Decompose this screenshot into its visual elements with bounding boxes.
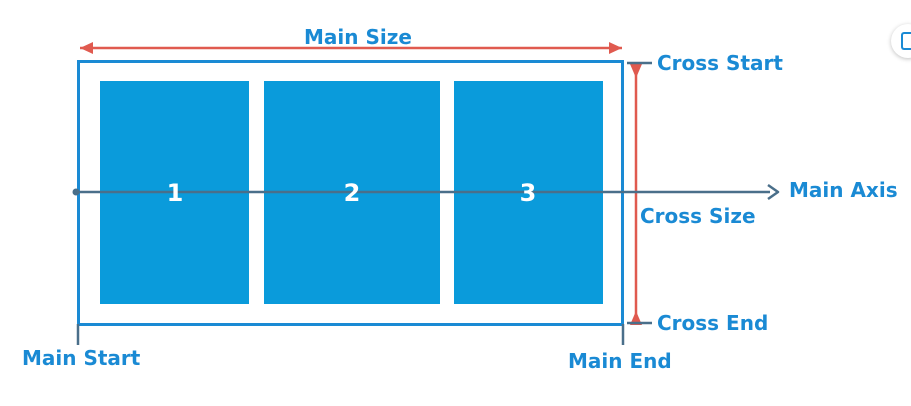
main-start-label: Main Start	[22, 346, 141, 370]
cross-start-label: Cross Start	[657, 51, 783, 75]
cross-size-arrow-top	[630, 64, 642, 78]
main-axis-start-dot	[72, 188, 80, 196]
main-size-arrow-left	[80, 42, 93, 54]
main-axis-label: Main Axis	[789, 178, 898, 202]
main-end-label: Main End	[568, 349, 672, 373]
main-size-label: Main Size	[304, 25, 412, 49]
main-axis-arrowhead	[767, 183, 780, 201]
flex-item-1-label: 1	[166, 179, 184, 207]
expand-button[interactable]	[891, 24, 911, 58]
cross-size-arrow-bottom	[630, 311, 642, 325]
expand-icon	[901, 32, 911, 50]
flex-item-3-label: 3	[519, 179, 537, 207]
cross-size-label: Cross Size	[640, 204, 756, 228]
main-size-arrow-right	[609, 42, 622, 54]
cross-end-label: Cross End	[657, 311, 769, 335]
flex-item-2-label: 2	[343, 179, 361, 207]
